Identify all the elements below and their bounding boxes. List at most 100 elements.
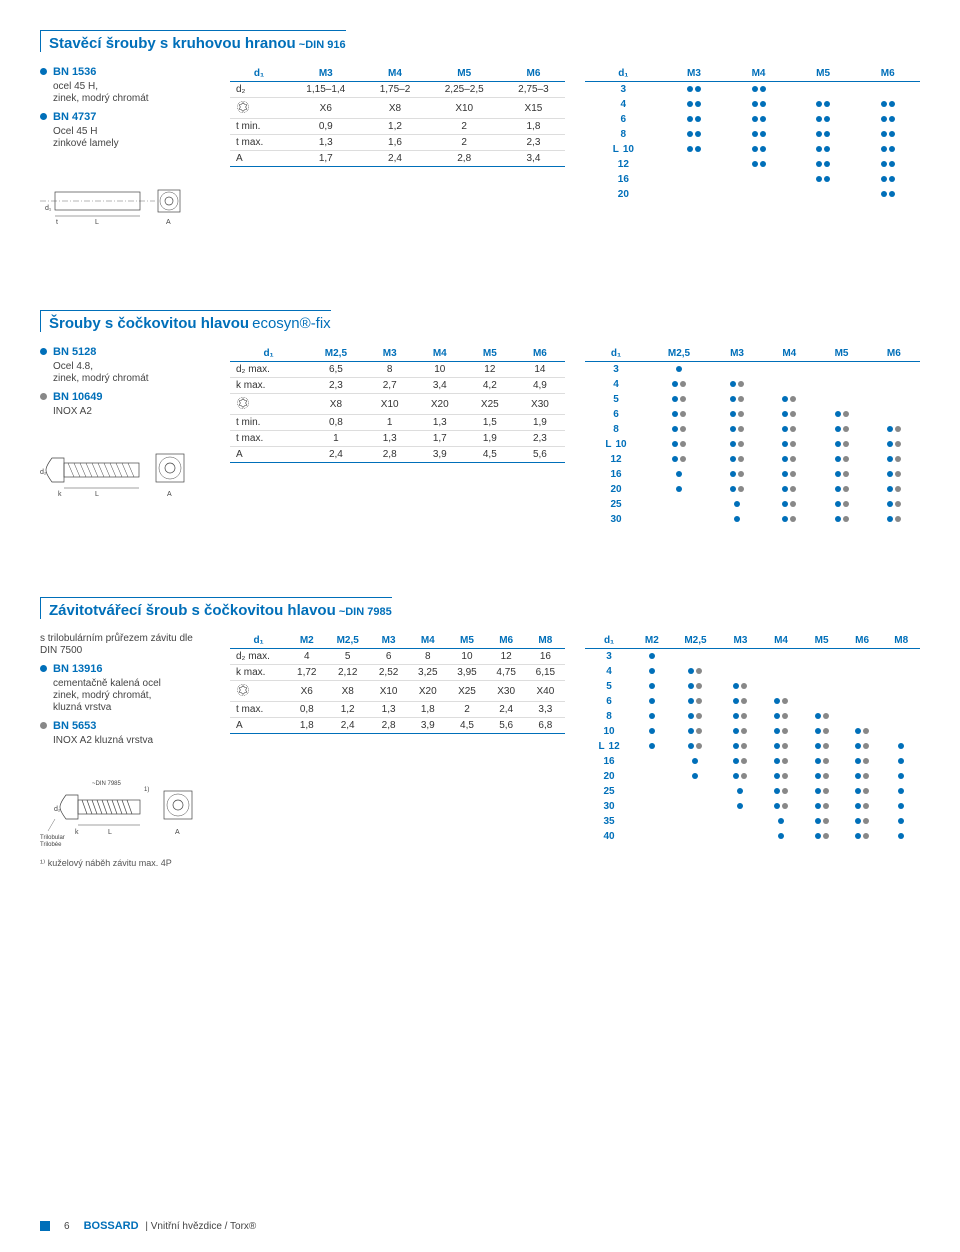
dot-icon [889,116,895,122]
spec-table-container: d₁M3M4M5M6d₂1,15–1,41,75–22,25–2,52,75–3… [230,66,565,240]
dot-icon [824,131,830,137]
avail-cell [647,452,711,467]
dot-icon [687,101,693,107]
spec-cell: 2,52 [369,665,408,681]
dot-icon [898,743,904,749]
dot-icon [782,441,788,447]
dot-icon [737,788,743,794]
spec-table: d₁M2M2,5M3M4M5M6M8d₂ max.4568101216k max… [230,633,565,734]
page-number: 6 [64,1221,70,1232]
avail-cell [801,754,842,769]
avail-cell [855,157,920,172]
dot-icon [649,668,655,674]
avail-cell [791,112,856,127]
dot-icon [680,396,686,402]
avail-row-label: L12 [585,739,633,754]
avail-head: d₁ [585,346,647,362]
dot-icon [730,486,736,492]
avail-row-label: 3 [585,82,662,98]
svg-text:k: k [58,491,62,498]
dot-icon [855,803,861,809]
avail-cell [855,97,920,112]
dot-icon [676,486,682,492]
dot-icon [730,381,736,387]
dot-icon [688,713,694,719]
spec-cell: X8 [326,681,369,702]
avail-cell [842,814,883,829]
svg-text:A: A [167,491,172,498]
avail-head: M3 [720,633,761,649]
spec-row-label: t min. [230,119,288,135]
section-header: Stavěcí šrouby s kruhovou hranou ~DIN 91… [40,30,346,52]
avail-cell [720,649,761,665]
avail-row-label: 25 [585,784,633,799]
spec-row-label: k max. [230,378,307,394]
screw-diagram: ~DIN 7985 1) Trilobular Trilobée d₂ [40,777,190,852]
avail-cell [711,377,763,392]
avail-cell [633,814,671,829]
avail-cell [842,709,883,724]
dot-icon [823,713,829,719]
avail-cell [671,829,721,844]
dot-icon [881,191,887,197]
spec-cell: 1,6 [363,135,426,151]
avail-cell [726,172,791,187]
avail-table: d₁M2M2,5M3M4M5M6M83456810L12162025303540 [585,633,920,844]
spec-cell: 2,4 [307,447,365,463]
avail-cell [647,362,711,378]
avail-cell [633,649,671,665]
bullet-icon [40,348,47,355]
dot-icon [863,728,869,734]
avail-cell [763,392,815,407]
spec-cell: 3,4 [415,378,465,394]
spec-head: d₁ [230,66,288,82]
avail-row-label: 3 [585,649,633,665]
avail-cell [726,157,791,172]
avail-head: M4 [761,633,802,649]
dot-icon [782,728,788,734]
dot-icon [895,471,901,477]
spec-row-label: A [230,718,287,734]
avail-head: M3 [711,346,763,362]
avail-cell [882,754,920,769]
spec-cell: X20 [415,394,465,415]
dot-icon [816,101,822,107]
avail-cell [815,377,867,392]
dot-icon [730,411,736,417]
bn-item: BN 10649 [40,391,210,403]
dot-icon [782,698,788,704]
dot-icon [696,743,702,749]
avail-cell [633,724,671,739]
dot-icon [782,713,788,719]
spec-cell: 12 [487,649,526,665]
avail-table: d₁M3M4M5M63468L10121620 [585,66,920,202]
dot-icon [760,86,766,92]
dot-icon [680,426,686,432]
avail-row-label: L10 [585,142,662,157]
bn-item: BN 5653 [40,720,210,732]
avail-cell [647,392,711,407]
avail-cell [726,112,791,127]
avail-cell [647,377,711,392]
footer-separator: | [143,1221,151,1232]
dot-icon [782,501,788,507]
spec-cell: 2,75–3 [502,82,565,98]
spec-cell: 3,3 [526,702,565,718]
avail-cell [726,142,791,157]
dot-icon [688,698,694,704]
footnote: ¹⁾ kuželový náběh závitu max. 4P [40,858,210,869]
spec-cell: 6 [369,649,408,665]
spec-cell: 16 [526,649,565,665]
dot-icon [815,788,821,794]
avail-row-label: 20 [585,482,647,497]
dot-icon [752,161,758,167]
spec-cell: 2,4 [487,702,526,718]
avail-row-label: 12 [585,452,647,467]
dot-icon [898,833,904,839]
avail-cell [720,799,761,814]
dot-icon [738,471,744,477]
dot-icon [855,728,861,734]
spec-head: M8 [526,633,565,649]
spec-cell: X25 [465,394,515,415]
avail-head: M5 [791,66,856,82]
